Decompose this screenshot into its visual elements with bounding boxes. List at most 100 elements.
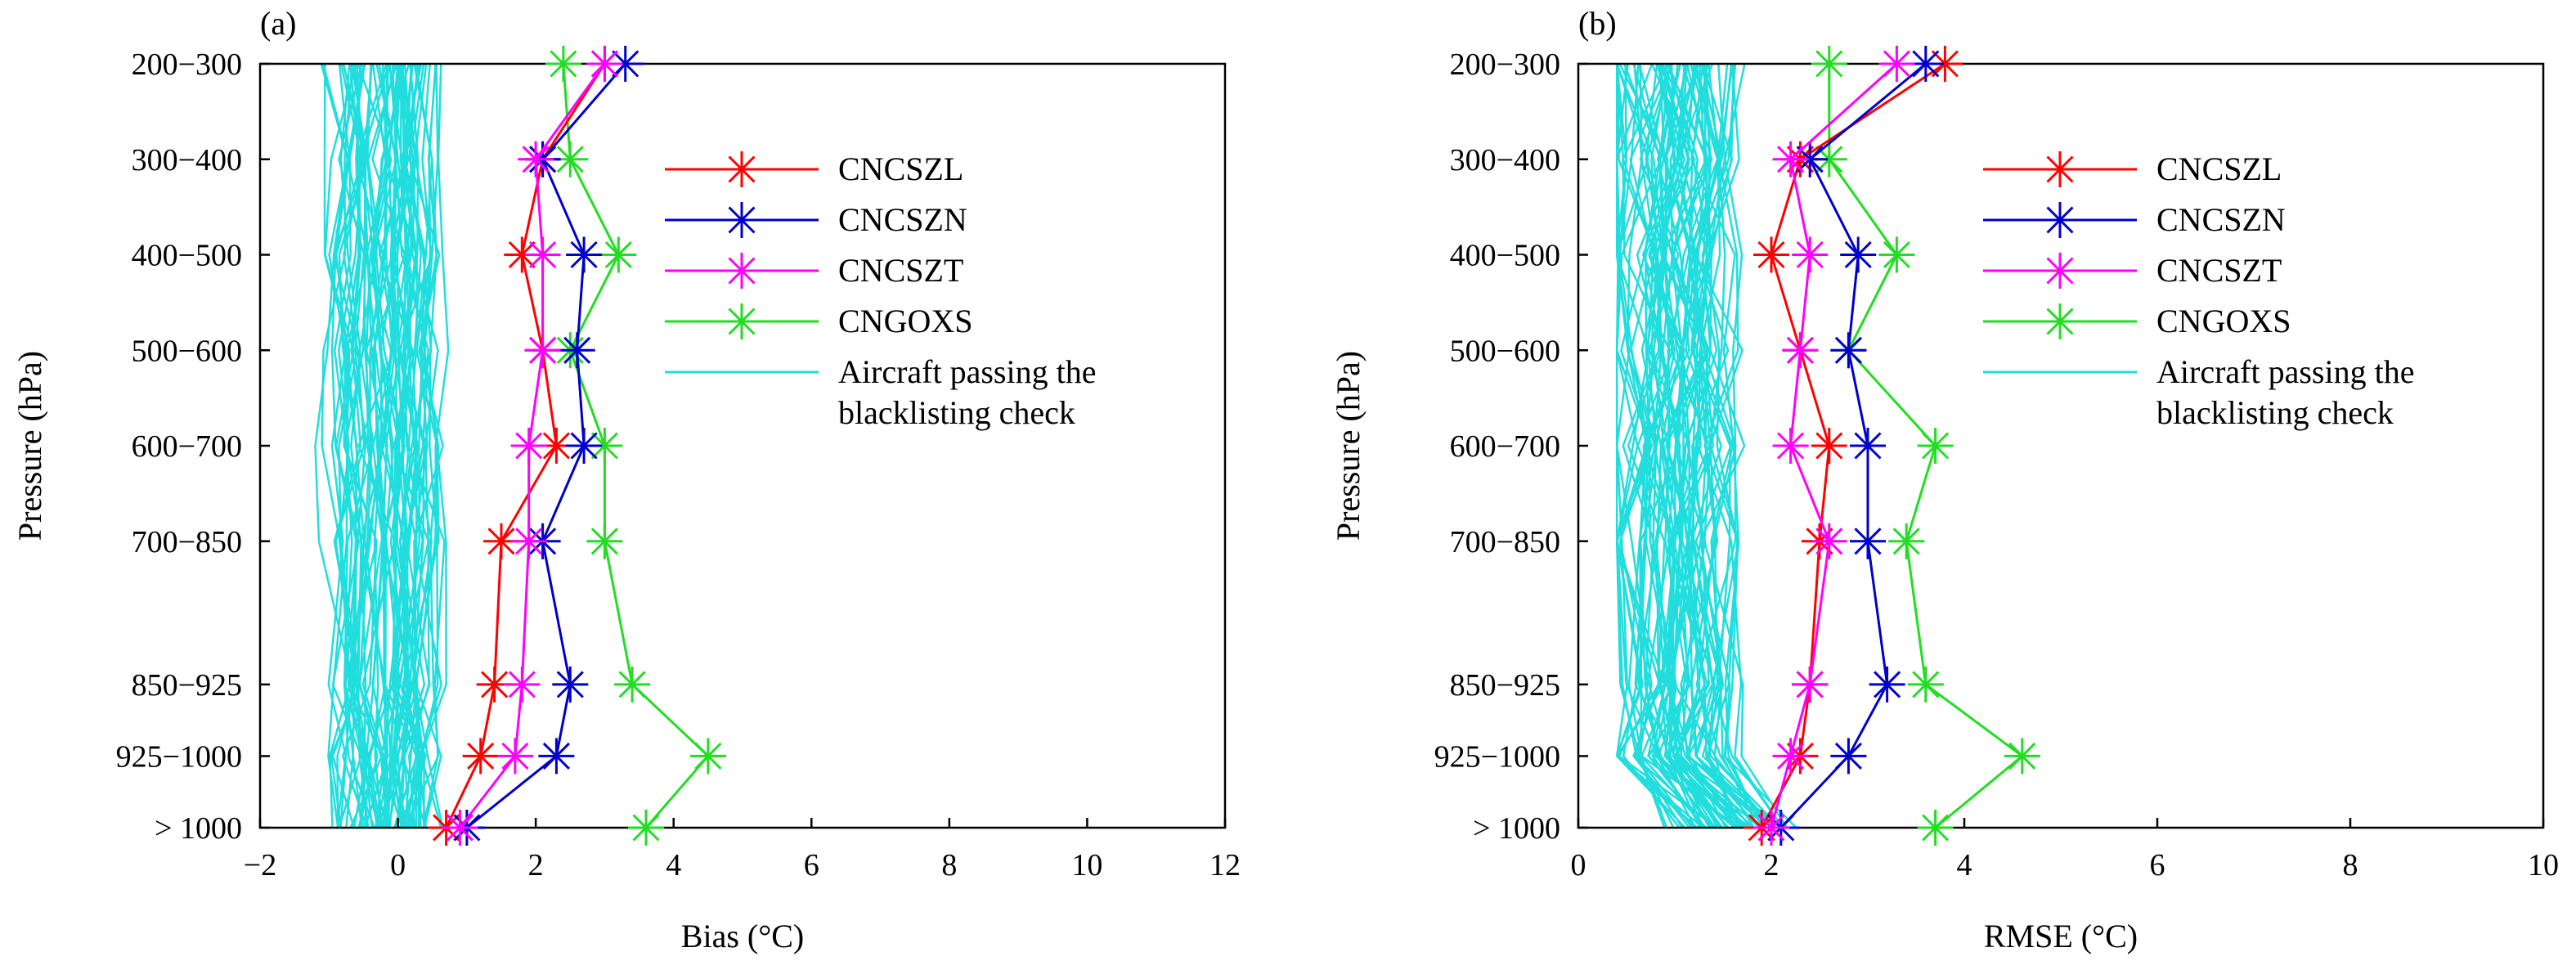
legend-label: CNCSZT (2156, 252, 2282, 289)
y-tick-label: 850−925 (132, 668, 242, 703)
asterisk-marker (1772, 428, 1809, 464)
asterisk-marker (1840, 236, 1877, 273)
marker-stroke (1815, 146, 1843, 173)
asterisk-marker (1811, 46, 1847, 82)
asterisk-marker (1753, 810, 1789, 846)
legend-label: CNCSZN (2156, 201, 2286, 238)
asterisk-marker (607, 46, 644, 82)
asterisk-marker (2004, 738, 2040, 775)
marker-stroke (1883, 50, 1910, 78)
asterisk-marker (504, 666, 541, 703)
marker-stroke (612, 50, 640, 78)
asterisk-marker (689, 738, 726, 775)
y-tick-label: 400−500 (132, 239, 242, 273)
asterisk-marker (566, 428, 603, 464)
marker-stroke (1796, 671, 1824, 698)
marker-stroke (2008, 742, 2036, 770)
marker-stroke (467, 742, 495, 770)
asterisk-marker (518, 141, 554, 177)
asterisk-marker (552, 666, 589, 703)
y-tick-label: 850−925 (1450, 668, 1560, 703)
y-tick-label: 500−600 (132, 334, 242, 368)
series-cngoxs (1811, 46, 2040, 846)
y-tick-label: > 1000 (155, 811, 242, 846)
series-cngoxs (545, 46, 726, 846)
aircraft-line (1641, 63, 1719, 829)
asterisk-marker (524, 236, 561, 273)
asterisk-marker (724, 151, 760, 187)
marker-stroke (508, 240, 536, 269)
marker-stroke (1874, 671, 1901, 698)
asterisk-marker (586, 523, 623, 559)
asterisk-marker (600, 236, 637, 273)
y-tick-label: 200−300 (1450, 47, 1560, 82)
aircraft-line (1680, 63, 1776, 829)
x-axis-title: RMSE (°C) (1984, 918, 2138, 954)
aircraft-line (323, 63, 351, 829)
marker-stroke (556, 146, 584, 173)
panel-label: (b) (1578, 5, 1617, 42)
marker-stroke (728, 155, 756, 183)
marker-stroke (1777, 146, 1805, 173)
y-tick-label: 600−700 (132, 429, 242, 464)
marker-stroke (1796, 240, 1824, 269)
x-tick-label: 0 (390, 848, 406, 882)
y-tick-label: 925−1000 (1434, 739, 1560, 774)
asterisk-marker (1772, 141, 1809, 177)
marker-stroke (1777, 432, 1805, 460)
marker-stroke (1834, 336, 1862, 364)
asterisk-marker (1753, 236, 1789, 273)
asterisk-marker (1792, 666, 1829, 703)
y-tick-label: 700−850 (1450, 525, 1560, 559)
legend-label: CNGOXS (2156, 303, 2291, 339)
asterisk-marker (2042, 253, 2078, 289)
marker-stroke (1922, 432, 1950, 460)
x-tick-label: 6 (2150, 848, 2165, 882)
marker-stroke (1922, 814, 1950, 842)
marker-stroke (515, 528, 543, 555)
aircraft-line (408, 63, 444, 829)
aircraft-bundle (1615, 63, 1797, 829)
marker-stroke (1796, 146, 1824, 173)
x-tick-label: 10 (1071, 848, 1102, 882)
marker-stroke (1892, 528, 1920, 555)
aircraft-line (371, 63, 411, 829)
aircraft-line (1615, 63, 1696, 829)
legend-label: CNCSZL (2156, 150, 2282, 187)
marker-stroke (590, 528, 618, 555)
marker-stroke (542, 432, 570, 460)
asterisk-marker (538, 738, 575, 775)
x-axis-title: Bias (°C) (681, 918, 804, 954)
asterisk-marker (566, 236, 603, 273)
marker-stroke (590, 432, 618, 460)
asterisk-marker (724, 202, 760, 238)
asterisk-marker (2042, 151, 2078, 187)
asterisk-marker (442, 810, 478, 846)
marker-stroke (446, 814, 473, 842)
y-tick-label: 200−300 (132, 47, 242, 82)
y-tick-label: 700−850 (132, 525, 242, 559)
aircraft-line (321, 63, 349, 829)
legend-label: Aircraft passing the blacklisting check (2156, 353, 2414, 431)
asterisk-marker (586, 428, 623, 464)
marker-stroke (1757, 814, 1785, 842)
marker-stroke (481, 671, 509, 698)
aircraft-line (332, 63, 369, 829)
marker-stroke (694, 742, 722, 770)
legend-label: Aircraft passing the blacklisting check (838, 353, 1096, 431)
aircraft-line (331, 63, 362, 829)
asterisk-marker (1878, 46, 1915, 82)
asterisk-marker (724, 253, 760, 289)
marker-stroke (590, 50, 618, 78)
x-tick-label: −2 (244, 848, 276, 882)
asterisk-marker (545, 46, 581, 82)
aircraft-line (1643, 63, 1706, 829)
y-tick-label: 400−500 (1450, 239, 1560, 273)
asterisk-marker (496, 738, 533, 775)
asterisk-marker (2042, 202, 2078, 238)
asterisk-marker (510, 523, 547, 559)
x-tick-label: 8 (2343, 848, 2358, 882)
aircraft-line (395, 63, 427, 829)
legend-label-line: blacklisting check (2156, 394, 2394, 431)
